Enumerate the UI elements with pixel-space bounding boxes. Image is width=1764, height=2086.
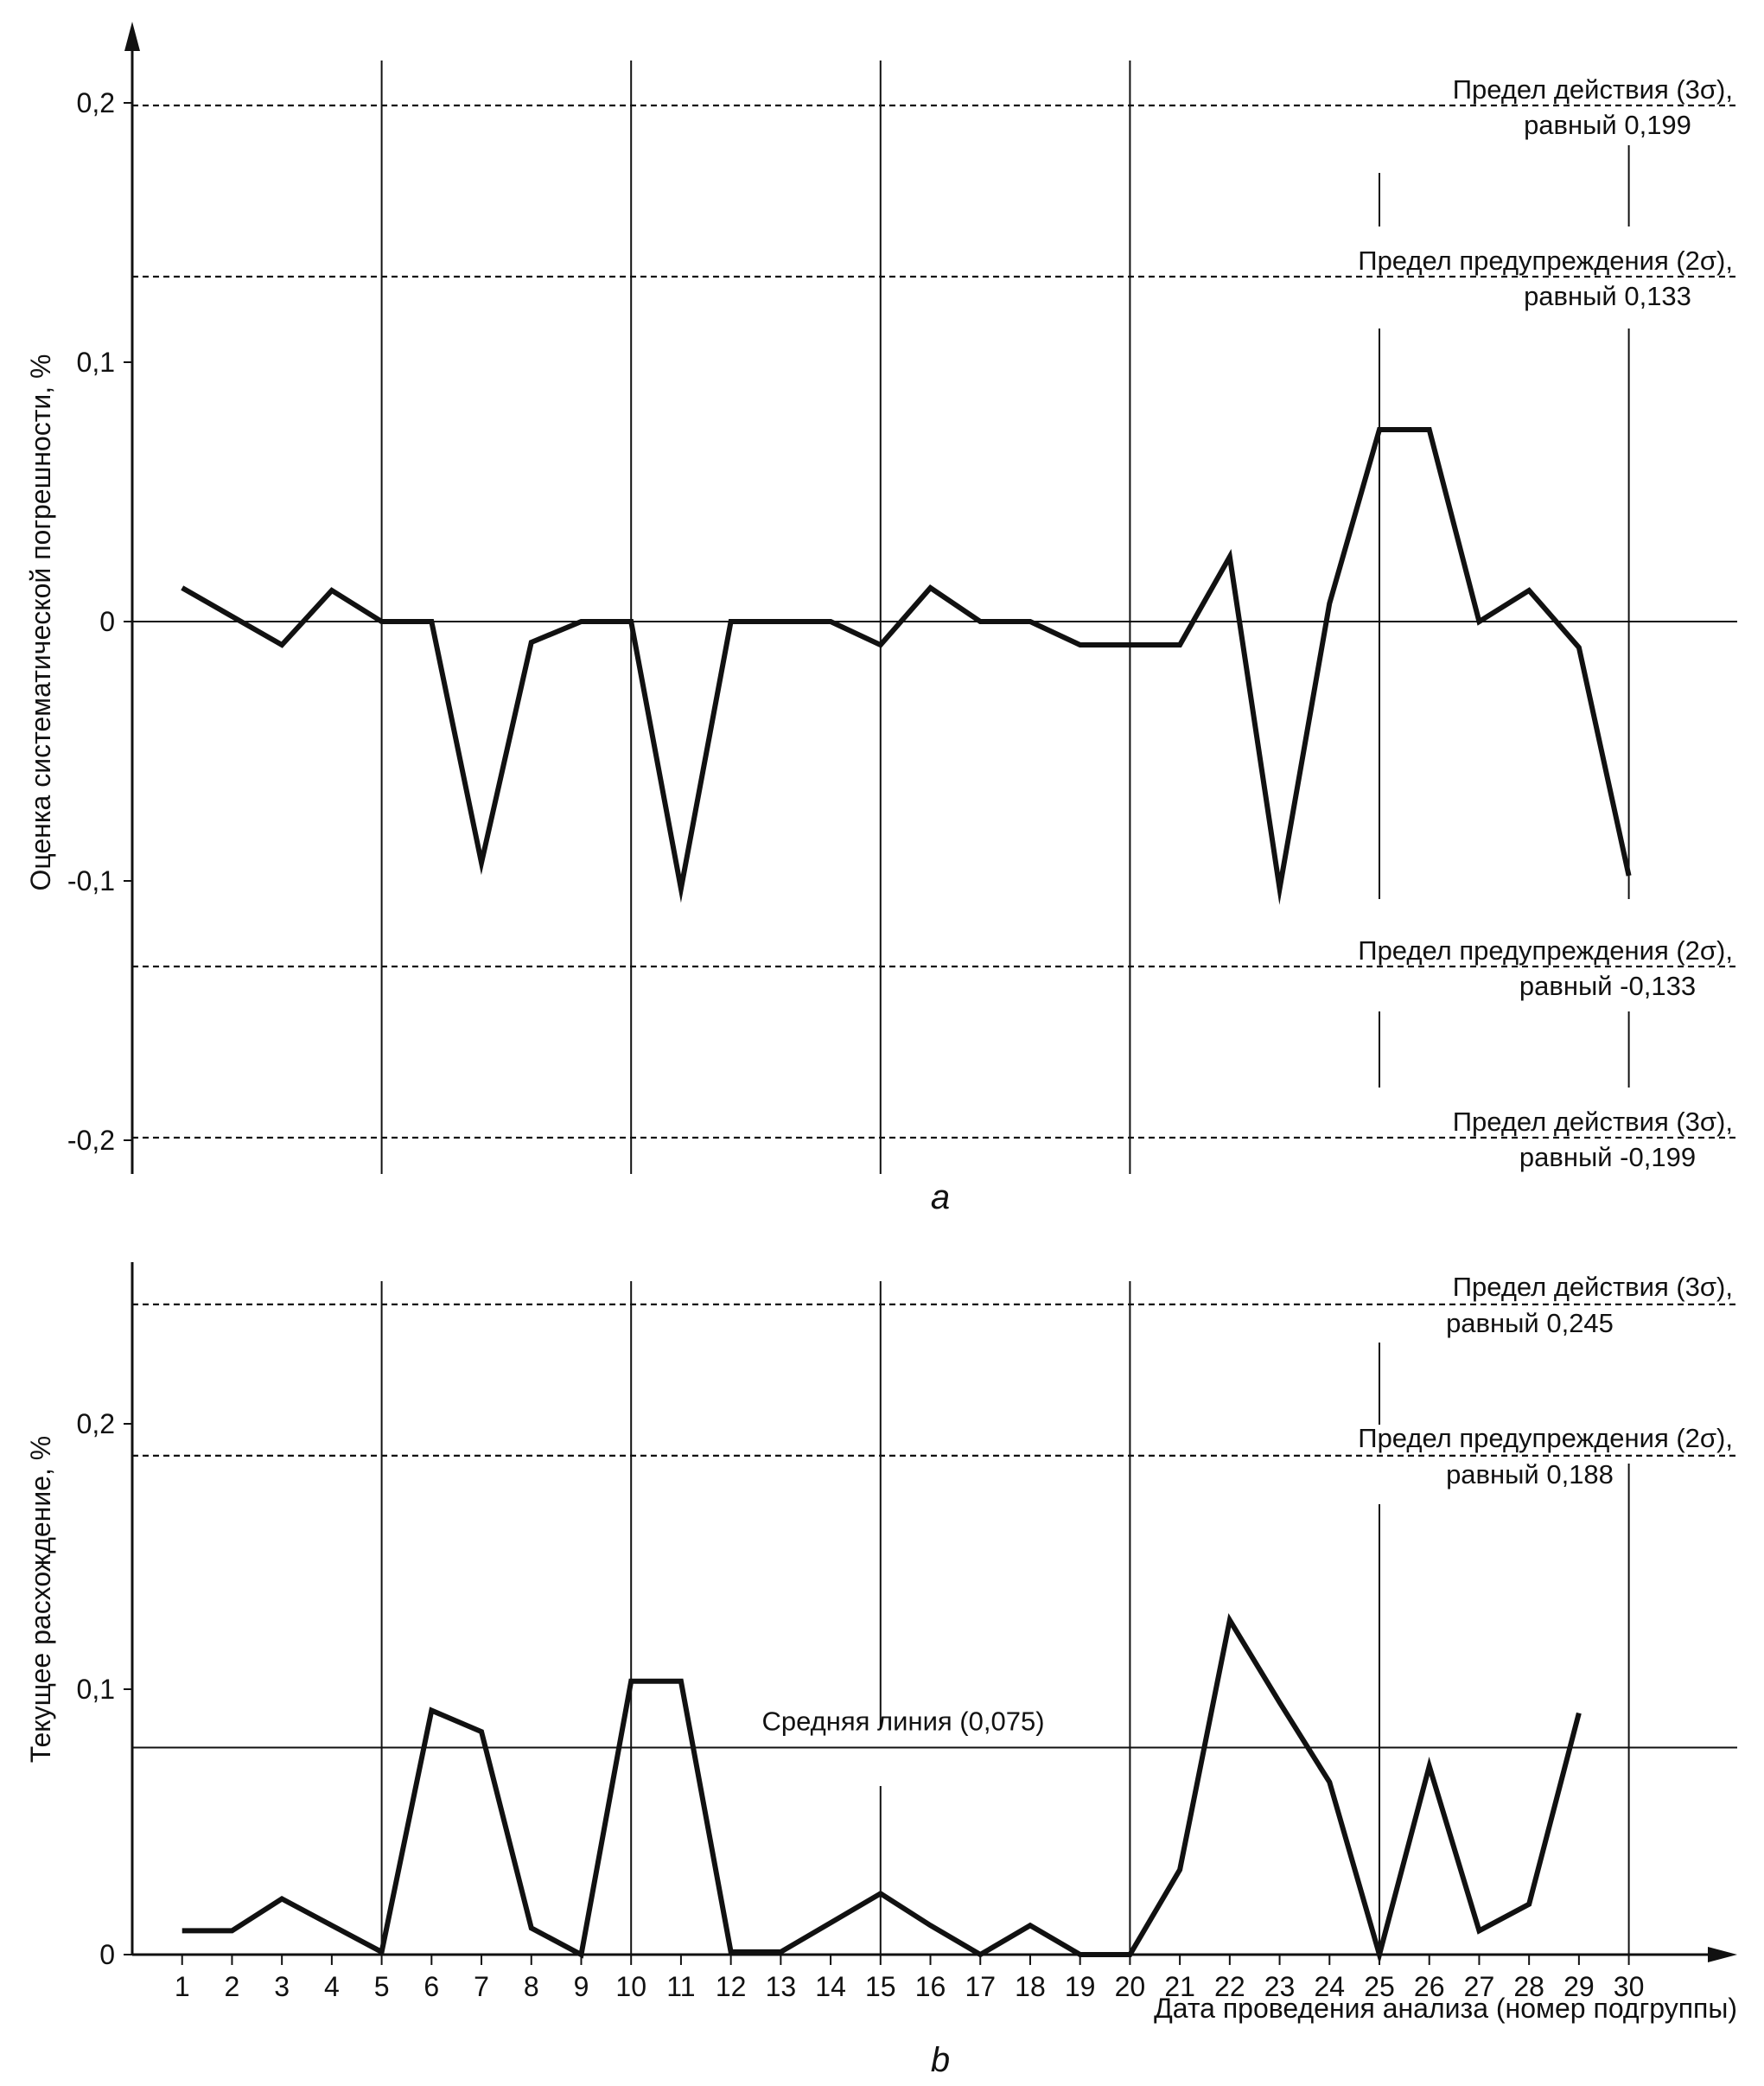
panel-b-x-tick-label-18: 18 [1015,1971,1046,2002]
panel-b-chart: Текущее расхождение, % Дата проведения а… [25,1262,1737,2079]
panel-b-center-label: Средняя линия (0,075) [761,1706,1044,1737]
panel-b-x-axis-arrow [1708,1947,1737,1962]
panel-a-limit-label-4: Предел действия (3σ), [1453,1107,1733,1137]
panel-a-y-tick-label-2: 0 [99,606,115,637]
panel-b-x-tick-label-13: 13 [766,1971,797,2002]
panel-a-limit-value-4: равный -0,199 [1519,1142,1696,1172]
panel-b-x-tick-label-11: 11 [666,1971,695,2002]
panel-b-x-tick-label-14: 14 [815,1971,846,2002]
panel-b-y-tick-label-0: 0,2 [77,1408,115,1439]
panel-b-x-tick-label-15: 15 [865,1971,896,2002]
panel-b-x-tick-label-29: 29 [1563,1971,1595,2002]
panel-b-x-tick-label-24: 24 [1314,1971,1345,2002]
panel-b-x-tick-label-8: 8 [524,1971,539,2002]
panel-b-x-tick-label-5: 5 [374,1971,390,2002]
panel-a-limit-label-0: Предел действия (3σ), [1453,74,1733,105]
panel-b-x-tick-label-27: 27 [1464,1971,1495,2002]
panel-b-x-tick-label-20: 20 [1115,1971,1146,2002]
panel-b-x-tick-label-12: 12 [716,1971,747,2002]
panel-b-x-tick-label-4: 4 [324,1971,340,2002]
panel-b-x-tick-label-7: 7 [474,1971,489,2002]
panel-b-x-tick-label-1: 1 [175,1971,190,2002]
panel-a-limit-label-3: Предел предупреждения (2σ), [1358,935,1733,966]
panel-b-x-tick-label-22: 22 [1214,1971,1245,2002]
panel-b-x-tick-label-16: 16 [915,1971,946,2002]
panel-b-x-tick-label-3: 3 [274,1971,290,2002]
panel-b-x-tick-label-21: 21 [1164,1971,1195,2002]
panel-a-y-axis-arrow [124,22,140,51]
panel-b-x-axis-label: Дата проведения анализа (номер подгруппы… [1154,1993,1737,2024]
panel-a-limit-value-3: равный -0,133 [1519,971,1696,1001]
panel-a-y-tick-label-0: 0,2 [77,87,115,118]
panel-a-chart: Оценка систематической погрешности, % a … [25,22,1737,1216]
panel-b-x-tick-label-26: 26 [1414,1971,1445,2002]
panel-b-x-tick-label-9: 9 [574,1971,589,2002]
panel-a-y-axis-label: Оценка систематической погрешности, % [25,354,56,891]
panel-a-y-tick-label-1: 0,1 [77,347,115,378]
panel-b-x-tick-label-6: 6 [423,1971,439,2002]
panel-b-letter: b [931,2041,950,2079]
panel-b-x-tick-label-25: 25 [1364,1971,1395,2002]
panel-b-limit-label-0: Предел действия (3σ), [1453,1272,1733,1302]
panel-b-y-tick-label-2: 0 [99,1939,115,1970]
panel-b-y-tick-label-1: 0,1 [77,1674,115,1705]
panel-a-y-tick-label-3: -0,1 [67,865,115,896]
panel-b-x-tick-label-17: 17 [965,1971,996,2002]
panel-b-limit-value-0: равный 0,245 [1446,1308,1614,1338]
panel-b-x-tick-label-30: 30 [1614,1971,1645,2002]
panel-a-series-line-0 [181,427,1632,905]
panel-b-x-tick-label-10: 10 [615,1971,646,2002]
panel-b-x-tick-label-28: 28 [1513,1971,1544,2002]
panel-a-limit-label-1: Предел предупреждения (2σ), [1358,246,1733,276]
panel-b-x-tick-label-2: 2 [225,1971,240,2002]
panel-b-x-tick-label-19: 19 [1065,1971,1096,2002]
panel-a-letter: a [931,1178,950,1216]
panel-a-y-tick-label-4: -0,2 [67,1125,115,1156]
panel-b-x-tick-label-23: 23 [1264,1971,1296,2002]
panel-a-limit-value-1: равный 0,133 [1524,281,1691,311]
panel-b-limit-label-1: Предел предупреждения (2σ), [1358,1423,1733,1453]
panel-b-y-axis-label: Текущее расхождение, % [25,1436,56,1763]
panel-b-limit-value-1: равный 0,188 [1446,1459,1614,1490]
panel-a-limit-value-0: равный 0,199 [1524,110,1691,140]
